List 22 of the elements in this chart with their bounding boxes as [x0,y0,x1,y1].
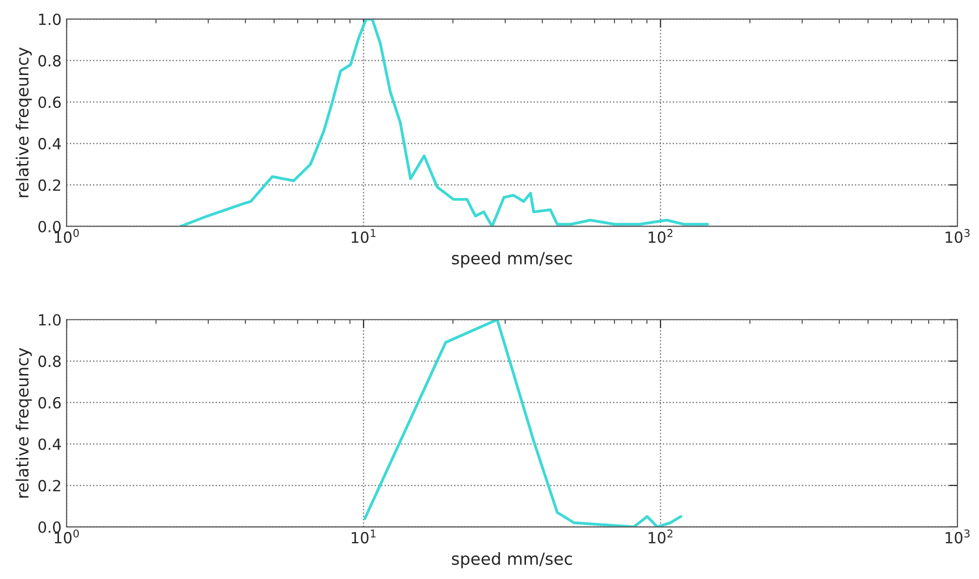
y-tick-label: 0.6 [38,397,61,409]
y-axis-title: relative freqeuncy [16,348,32,498]
y-tick-label: 0.0 [38,521,61,533]
x-tick-label: 10$^{2}$ [648,529,672,544]
y-tick-label: 0.0 [38,220,61,232]
x-axis-title: speed mm/sec [452,552,572,568]
y-tick-label: 1.0 [39,14,61,26]
y-tick-label: 0.2 [38,179,60,191]
y-tick-label: 1.0 [39,314,61,326]
y-axis-title: relative freqeuncy [16,47,32,198]
y-tick-label: 0.4 [38,138,61,150]
x-axis-title: speed mm/sec [452,252,572,268]
y-tick-label: 0.8 [38,356,61,368]
x-tick-label: 10$^{3}$ [946,228,970,243]
x-tick-label: 10$^{1}$ [352,229,376,243]
y-tick-label: 0.4 [38,438,61,450]
x-tick-label: 10$^{3}$ [946,529,970,544]
y-tick-label: 0.6 [38,96,61,108]
x-tick-label: 10$^{2}$ [648,228,672,243]
y-tick-label: 0.2 [38,480,60,492]
x-tick-label: 10$^{1}$ [352,530,376,544]
y-tick-label: 0.8 [38,55,61,67]
